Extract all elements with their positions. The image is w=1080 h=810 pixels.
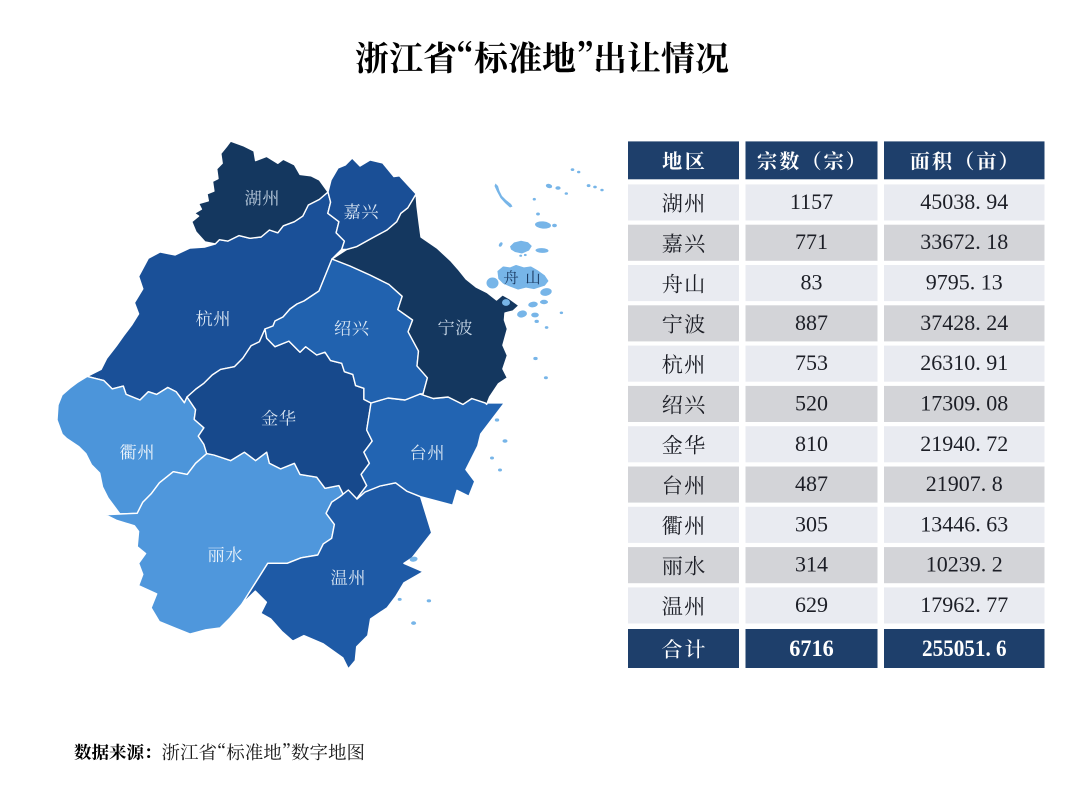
svg-text:6716: 6716: [789, 636, 834, 662]
svg-text:10239. 2: 10239. 2: [926, 552, 1003, 577]
svg-text:520: 520: [795, 390, 828, 415]
svg-text:45038. 94: 45038. 94: [920, 189, 1008, 214]
svg-text:810: 810: [795, 431, 828, 456]
svg-text:1157: 1157: [790, 189, 833, 214]
svg-text:17962. 77: 17962. 77: [920, 592, 1008, 617]
svg-text:487: 487: [795, 471, 828, 496]
svg-text:629: 629: [795, 592, 828, 617]
svg-text:255051. 6: 255051. 6: [922, 636, 1007, 662]
svg-text:21940. 72: 21940. 72: [920, 431, 1008, 456]
svg-text:26310. 91: 26310. 91: [920, 350, 1008, 375]
svg-text:771: 771: [795, 229, 828, 254]
svg-text:305: 305: [795, 511, 828, 536]
svg-text:37428. 24: 37428. 24: [920, 310, 1008, 335]
svg-text:33672. 18: 33672. 18: [920, 229, 1008, 254]
svg-text:21907. 8: 21907. 8: [926, 471, 1003, 496]
svg-text:13446. 63: 13446. 63: [920, 511, 1008, 536]
svg-text:753: 753: [795, 350, 828, 375]
svg-text:9795. 13: 9795. 13: [926, 270, 1003, 295]
svg-text:887: 887: [795, 310, 828, 335]
svg-text:83: 83: [801, 270, 823, 295]
svg-text:314: 314: [795, 552, 828, 577]
svg-text:17309. 08: 17309. 08: [920, 390, 1008, 415]
